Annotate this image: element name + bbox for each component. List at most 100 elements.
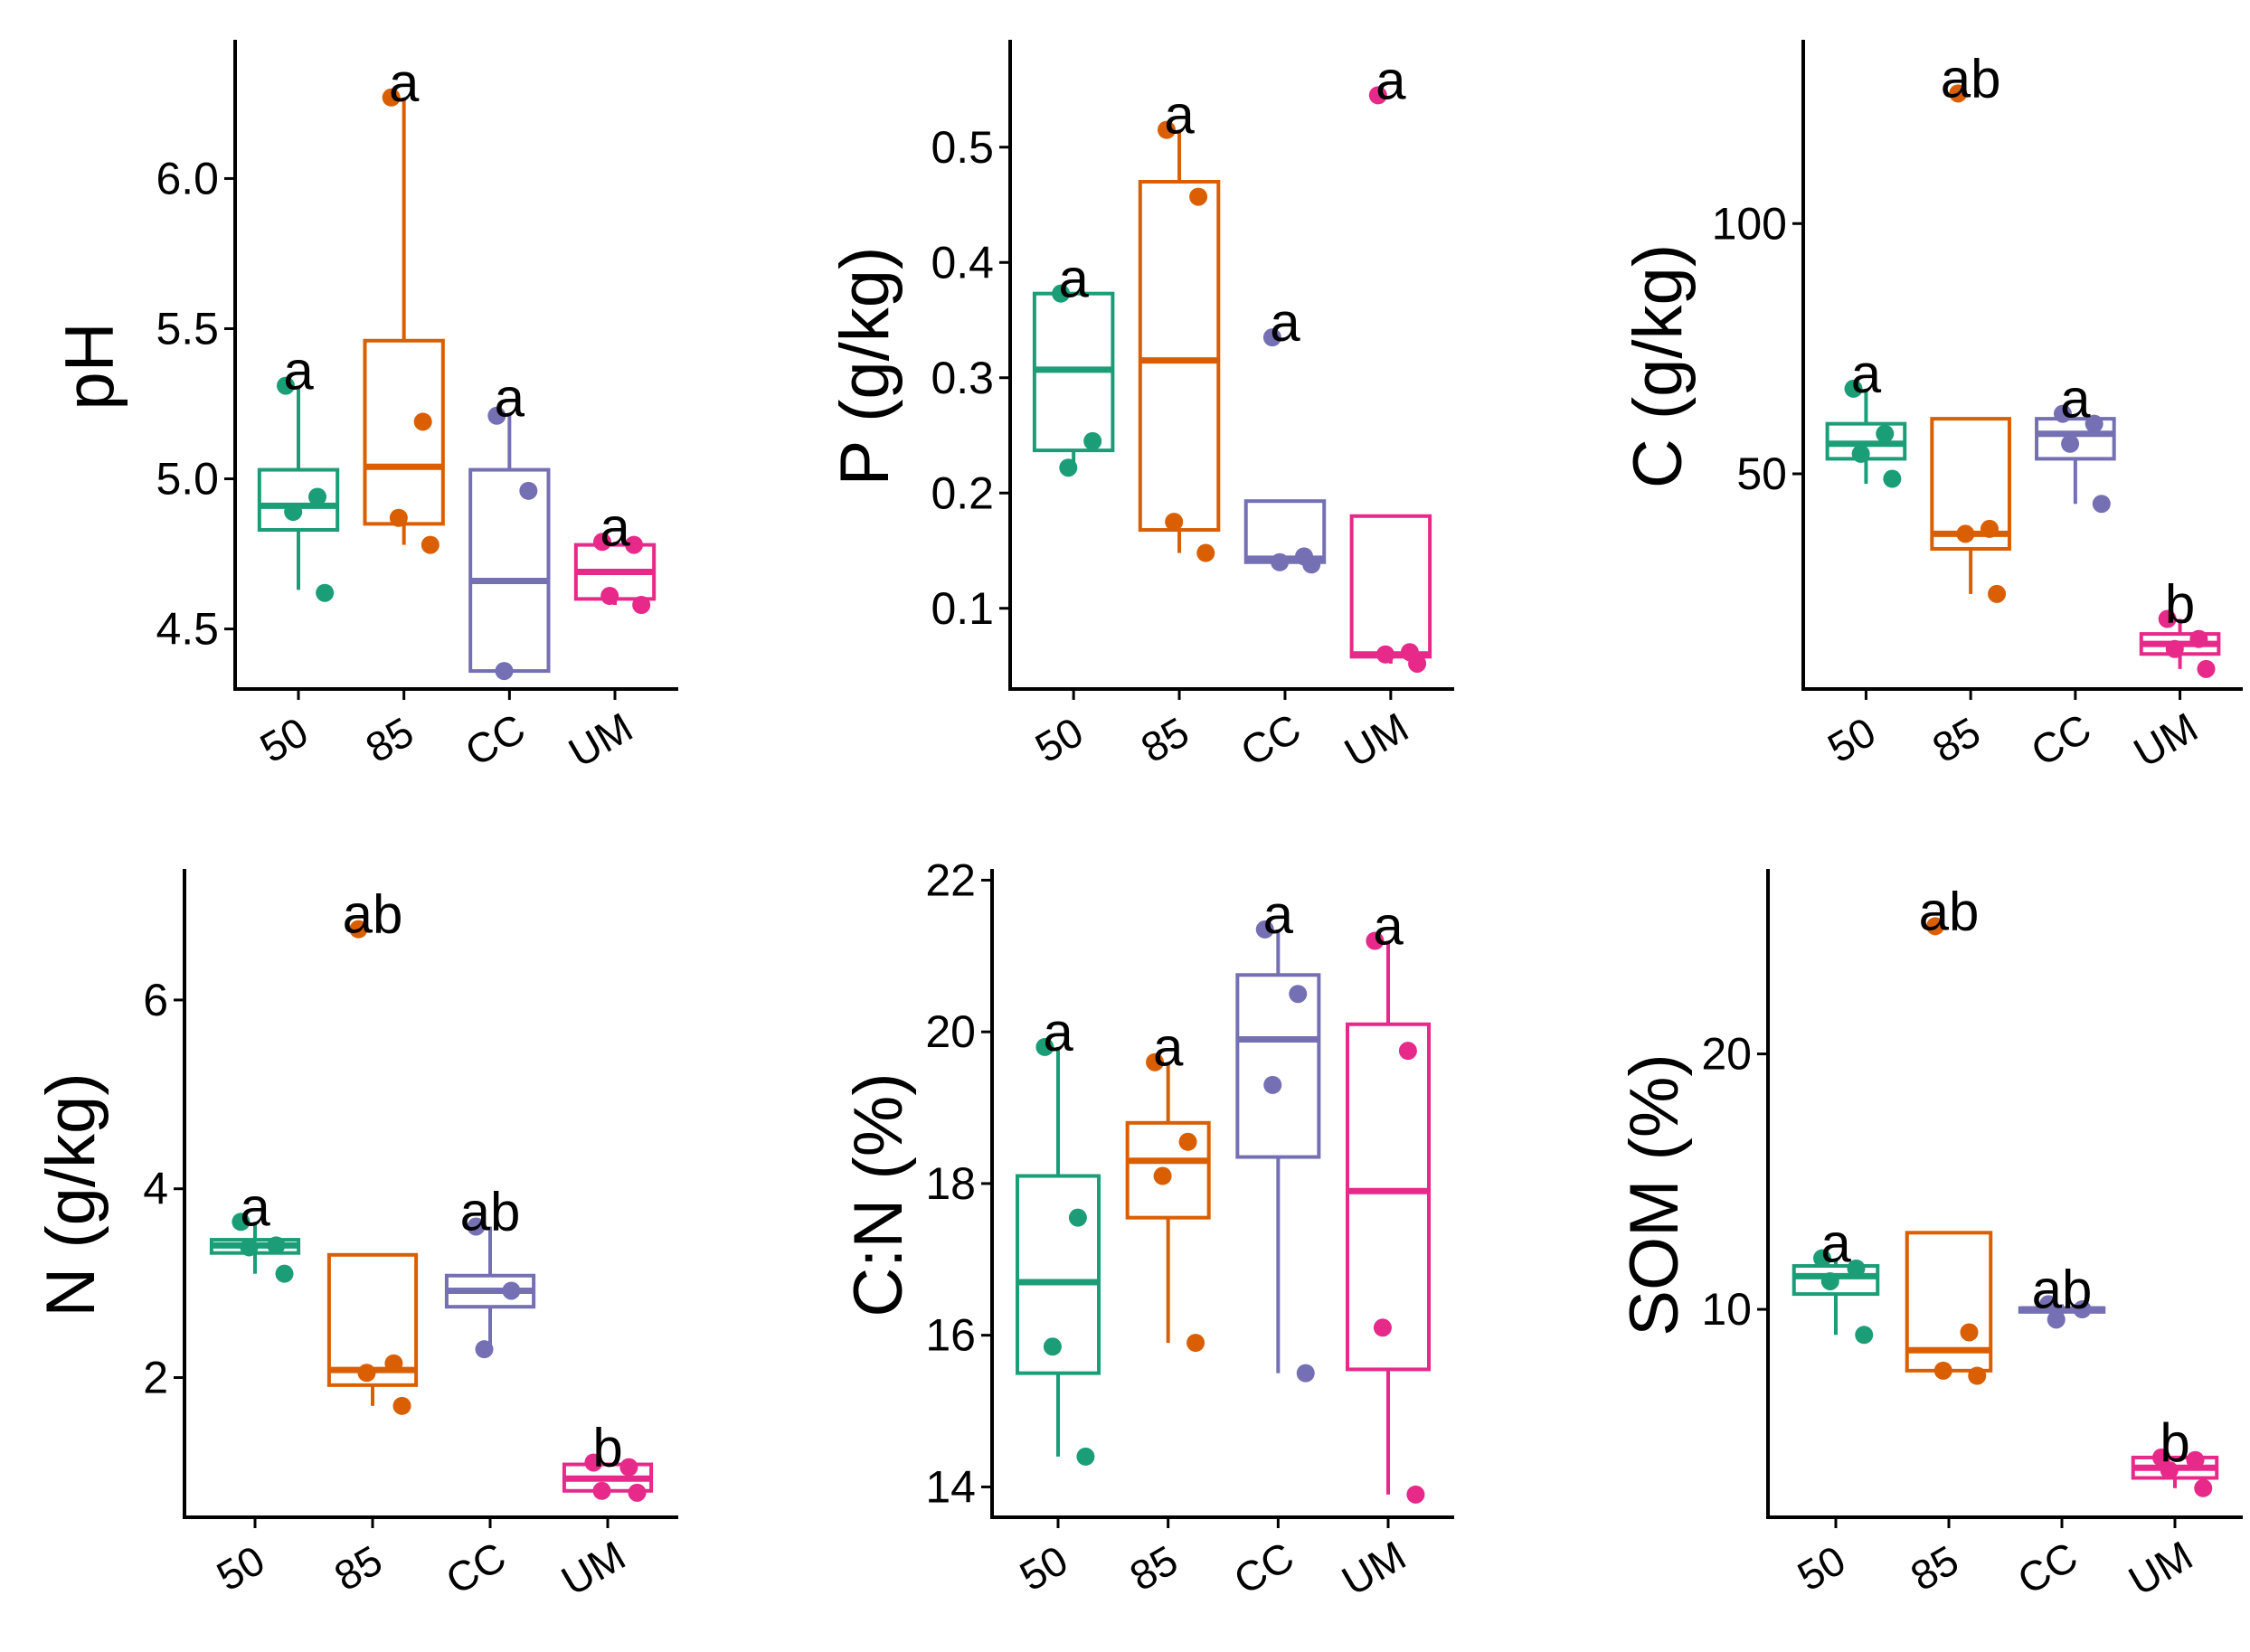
data-point: [1153, 1166, 1172, 1185]
x-tick-label: 50: [1820, 708, 1883, 772]
data-point: [2092, 495, 2111, 514]
data-point: [1926, 917, 1944, 936]
y-tick-label: 0.4: [931, 237, 994, 288]
data-point: [1158, 120, 1177, 139]
panel-3: 50 100 C (g/kg) 50 a 85 ab CC a UM b: [1620, 40, 2243, 777]
significance-letter: a: [1376, 50, 1406, 110]
data-point: [625, 535, 643, 554]
significance-letter: a: [1164, 85, 1195, 146]
data-point: [584, 1453, 603, 1472]
y-tick-label: 20: [1701, 1029, 1752, 1080]
group-85: 85 a: [1122, 1017, 1211, 1600]
data-point: [1255, 920, 1274, 939]
group-CC: CC a: [2023, 369, 2116, 775]
group-CC: CC ab: [438, 1181, 536, 1603]
y-axis-title: C:N (%): [840, 1072, 917, 1317]
x-tick-label: CC: [438, 1533, 514, 1603]
data-point: [1059, 458, 1078, 477]
data-point: [2189, 629, 2208, 648]
data-point: [384, 1354, 403, 1373]
x-tick-label: 85: [1924, 708, 1988, 772]
y-tick-label: 16: [925, 1310, 976, 1361]
data-point: [1406, 1485, 1425, 1504]
significance-letter: a: [1270, 292, 1300, 353]
x-tick-label: CC: [1226, 1533, 1302, 1603]
box: [1235, 973, 1321, 1159]
group-50: 50 a: [1790, 1213, 1880, 1600]
data-point: [382, 88, 401, 107]
y-tick-label: 18: [925, 1158, 976, 1209]
data-point: [240, 1238, 259, 1257]
y-tick-label: 20: [925, 1006, 976, 1057]
data-point: [1043, 1337, 1062, 1356]
data-point: [232, 1213, 251, 1232]
x-tick-label: 85: [326, 1536, 390, 1600]
significance-letter: a: [495, 367, 525, 428]
data-point: [1165, 513, 1184, 532]
x-tick-label: 85: [1133, 708, 1196, 772]
data-point: [2194, 1478, 2213, 1497]
data-point: [2039, 1295, 2057, 1314]
data-point: [1189, 187, 1208, 206]
data-point: [1960, 1323, 1979, 1342]
group-50: 50 a: [252, 341, 340, 771]
data-point: [389, 508, 408, 527]
group-85: 85 ab: [1924, 48, 2011, 772]
data-point: [487, 406, 506, 425]
data-point: [1289, 985, 1308, 1004]
group-CC: CC a: [458, 367, 551, 775]
data-point: [1052, 284, 1071, 303]
y-tick-label: 10: [1701, 1284, 1752, 1335]
significance-letter: a: [1058, 249, 1089, 309]
y-tick-label: 5.5: [156, 303, 219, 354]
panel-4: 2 4 6 N (g/kg) 50 a 85 ab CC ab UM b: [33, 869, 678, 1605]
y-axis-title: pH: [52, 322, 128, 410]
y-tick-label: 2: [143, 1352, 168, 1402]
x-tick-label: CC: [2023, 704, 2099, 775]
data-point: [1820, 1271, 1839, 1290]
y-tick-label: 14: [925, 1461, 976, 1512]
data-point: [1296, 1364, 1315, 1383]
y-tick-label: 6: [143, 975, 168, 1025]
significance-letter: a: [2060, 369, 2091, 430]
data-point: [1366, 931, 1385, 950]
significance-letter: a: [1820, 1213, 1851, 1274]
data-point: [1988, 584, 2007, 603]
data-point: [357, 1364, 376, 1383]
data-point: [1035, 1037, 1054, 1056]
significance-letter: a: [240, 1176, 270, 1237]
significance-letter: a: [600, 496, 630, 557]
data-point: [2186, 1450, 2205, 1469]
data-point: [1262, 328, 1281, 347]
data-point: [1271, 552, 1290, 571]
data-point: [1376, 645, 1395, 664]
x-tick-label: CC: [1233, 704, 1309, 775]
data-point: [1196, 543, 1215, 562]
group-50: 50 a: [1012, 1002, 1101, 1600]
y-axis-title: N (g/kg): [33, 1072, 109, 1317]
box: [1345, 1022, 1432, 1372]
y-tick-label: 0.3: [931, 353, 994, 403]
x-tick-label: UM: [1334, 1532, 1413, 1605]
data-point: [1263, 1075, 1282, 1094]
data-point: [628, 1483, 647, 1502]
group-CC: CC a: [1233, 292, 1327, 775]
data-point: [495, 662, 514, 681]
x-tick-label: UM: [553, 1532, 633, 1605]
y-tick-label: 50: [1736, 448, 1787, 499]
data-point: [1847, 1259, 1866, 1278]
data-point: [1178, 1132, 1197, 1151]
x-tick-label: 85: [1903, 1536, 1966, 1600]
data-point: [1883, 469, 1902, 488]
data-point: [267, 1236, 286, 1255]
data-point: [619, 1458, 638, 1477]
group-CC: CC ab: [2009, 1259, 2106, 1603]
x-tick-label: UM: [2121, 1532, 2200, 1605]
significance-letter: a: [389, 52, 420, 113]
data-point: [1980, 519, 1999, 538]
data-point: [592, 1481, 611, 1500]
y-tick-label: 0.2: [931, 467, 994, 518]
data-point: [275, 1264, 294, 1283]
group-UM: UM a: [1334, 895, 1432, 1605]
